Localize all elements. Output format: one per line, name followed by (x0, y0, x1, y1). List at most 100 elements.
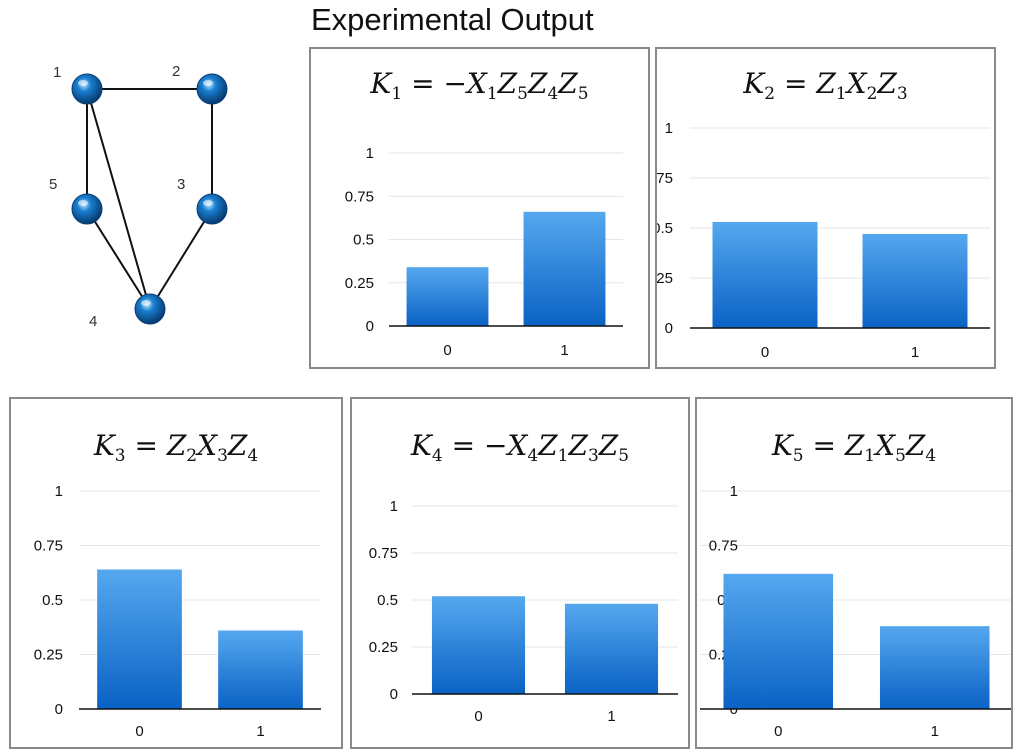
graph-node-label-1: 1 (53, 64, 61, 81)
title-symbol: X (875, 429, 896, 462)
title-equals: = (803, 429, 845, 462)
y-tick-label: 1 (366, 145, 374, 162)
x-tick-label: 1 (911, 344, 919, 361)
bar-0 (406, 267, 489, 326)
graph-node-2 (196, 73, 228, 105)
title-subscript: 4 (431, 446, 443, 466)
title-symbol: Z (568, 429, 588, 462)
title-symbol: X (197, 429, 218, 462)
x-tick-label: 0 (474, 708, 482, 725)
y-tick-label: 0.75 (34, 538, 63, 555)
y-tick-label: 0.25 (369, 639, 398, 656)
bar-1 (218, 630, 303, 709)
graph-node-1 (71, 73, 103, 105)
x-tick-label: 1 (256, 723, 264, 740)
title-symbol: X (507, 429, 528, 462)
title-symbol: Z (905, 429, 926, 462)
graph-node-4 (134, 293, 166, 325)
title-symbol: X (466, 67, 487, 100)
graph-edge-5-4 (86, 208, 151, 310)
title-subscript: 5 (577, 84, 589, 104)
bar-chart-svg: 0 0.25 0.5 0.75 1 0 1 (34, 483, 321, 740)
graph-node-label-5: 5 (49, 176, 57, 193)
title-symbol: K (771, 429, 793, 462)
chart-panel-k1: K1 = −X1Z5Z4Z5 0 0.25 0.5 0.75 1 0 1 (309, 47, 650, 369)
graph-node-label-4: 4 (89, 313, 97, 330)
chart-title: K3 = Z2X3Z4 (11, 429, 341, 465)
page-title: Experimental Output (311, 2, 594, 37)
graph-edge-3-4 (149, 208, 213, 310)
title-subscript: 1 (864, 446, 876, 466)
title-subscript: 5 (517, 84, 528, 104)
title-symbol: Z (527, 67, 548, 100)
title-symbol: Z (227, 429, 248, 462)
y-tick-label: 1 (665, 120, 673, 137)
graph-node-highlight (203, 80, 213, 86)
title-subscript: 5 (895, 446, 906, 466)
title-symbol: Z (538, 429, 558, 462)
title-subscript: 3 (114, 446, 126, 466)
title-subscript: 5 (618, 446, 630, 466)
title-subscript: 3 (896, 84, 908, 104)
title-subscript: 1 (835, 84, 847, 104)
graph-node-highlight (141, 300, 151, 306)
title-symbol: K (370, 67, 392, 100)
chart-title: K5 = Z1X5Z4 (697, 429, 1011, 465)
bar-1 (564, 603, 659, 694)
y-tick-label: 0.5 (657, 220, 673, 237)
title-subscript: 2 (186, 446, 198, 466)
bar-0 (723, 573, 834, 709)
y-tick-label: 0.5 (42, 592, 63, 609)
title-subscript: 1 (486, 84, 498, 104)
y-tick-label: 0.75 (709, 538, 738, 555)
chart-title: K4 = −X4Z1Z3Z5 (352, 429, 688, 465)
chart-panel-k4: K4 = −X4Z1Z3Z5 0 0.25 0.5 0.75 1 0 1 (350, 397, 690, 749)
title-symbol: K (410, 429, 432, 462)
title-symbol: K (743, 67, 765, 100)
title-sign: − (483, 429, 508, 462)
bar-0 (97, 569, 182, 709)
title-subscript: 2 (866, 84, 878, 104)
title-subscript: 3 (587, 446, 599, 466)
graph-node-5 (71, 193, 103, 225)
title-subscript: 5 (792, 446, 804, 466)
title-equals: = (442, 429, 484, 462)
title-symbol: Z (598, 429, 619, 462)
title-symbol: Z (166, 429, 187, 462)
graph-node-highlight (203, 200, 213, 206)
title-symbol: K (93, 429, 115, 462)
title-symbol: Z (558, 67, 578, 100)
x-tick-label: 0 (135, 723, 143, 740)
title-subscript: 3 (217, 446, 228, 466)
graph-node-highlight (78, 80, 88, 86)
y-tick-label: 0 (55, 701, 63, 718)
y-tick-label: 0.25 (657, 270, 673, 287)
graph-node-3 (196, 193, 228, 225)
title-symbol: Z (877, 67, 897, 100)
graph-svg: 1 2 3 4 5 (49, 63, 228, 330)
title-subscript: 4 (247, 446, 259, 466)
y-tick-label: 0.25 (34, 647, 63, 664)
title-equals: = (125, 429, 167, 462)
title-symbol: Z (816, 67, 836, 100)
title-symbol: Z (497, 67, 518, 100)
chart-title: K2 = Z1X2Z3 (657, 67, 994, 103)
title-symbol: X (846, 67, 867, 100)
title-subscript: 4 (527, 446, 539, 466)
y-tick-label: 0 (366, 318, 374, 335)
title-sign: − (443, 67, 467, 100)
bar-0 (712, 222, 818, 328)
bar-1 (879, 626, 990, 709)
chart-panel-k3: K3 = Z2X3Z4 0 0.25 0.5 0.75 1 0 1 (9, 397, 343, 749)
y-tick-label: 0.75 (369, 545, 398, 562)
y-tick-label: 1 (55, 483, 63, 500)
title-subscript: 1 (557, 446, 569, 466)
graph-node-label-2: 2 (172, 63, 180, 80)
graph-diagram: 1 2 3 4 5 (40, 52, 270, 342)
